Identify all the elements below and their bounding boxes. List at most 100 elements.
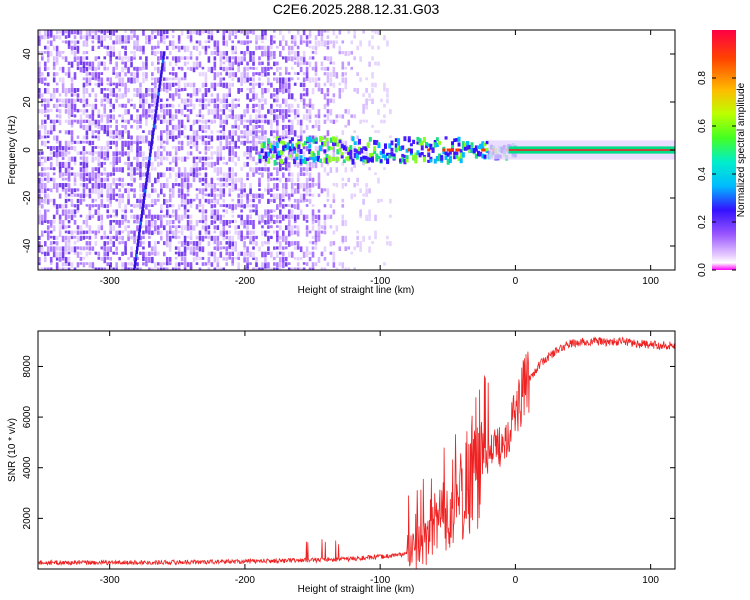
spectrogram-cell bbox=[305, 103, 309, 107]
spectrogram-cell bbox=[142, 135, 145, 142]
spectrogram-cell bbox=[368, 214, 371, 222]
spectrogram-cell bbox=[290, 214, 294, 219]
spectrogram-cell bbox=[38, 51, 41, 55]
spectrogram-cell bbox=[94, 130, 98, 133]
spectrogram-cell bbox=[207, 56, 211, 63]
spectrogram-cell bbox=[67, 214, 71, 219]
spectrogram-cell bbox=[174, 56, 178, 63]
spectrogram-cell bbox=[49, 51, 53, 57]
spectrogram-cell bbox=[264, 45, 267, 52]
spectrogram-streak-cell bbox=[146, 167, 150, 172]
spectrogram-cell bbox=[317, 172, 321, 179]
spectrogram-cell bbox=[308, 35, 312, 39]
spectrogram-cell bbox=[213, 109, 217, 114]
spectrogram-cell bbox=[174, 61, 178, 66]
spectrogram-cell bbox=[276, 45, 279, 49]
spectrogram-cell bbox=[267, 230, 270, 234]
spectrogram-cell bbox=[195, 56, 199, 61]
spectrogram-cell bbox=[216, 267, 220, 270]
spectrogram-cell bbox=[112, 251, 115, 255]
spectrogram-cell bbox=[52, 241, 56, 245]
spectrogram-cell bbox=[183, 262, 187, 268]
spectrogram-cell bbox=[287, 204, 291, 207]
spectrogram-cell bbox=[276, 225, 279, 228]
spectrogram-cell bbox=[246, 40, 249, 45]
spectrogram-cell bbox=[371, 35, 374, 40]
spectrogram-cell bbox=[270, 51, 273, 57]
spectrogram-cell bbox=[46, 246, 50, 253]
spectrogram-carrier-cell bbox=[403, 158, 407, 165]
spectrogram-cell bbox=[97, 61, 101, 68]
spectrogram-cell bbox=[305, 246, 309, 252]
spectrogram-cell bbox=[109, 188, 113, 194]
spectrogram-cell bbox=[49, 267, 53, 270]
spectrogram-streak-cell bbox=[143, 188, 147, 193]
spectrogram-cell bbox=[323, 135, 327, 140]
spectrogram-cell bbox=[97, 109, 101, 114]
spectrogram-cell bbox=[174, 267, 178, 270]
spectrogram-cell bbox=[145, 256, 148, 263]
spectrogram-cell bbox=[124, 109, 127, 115]
spectrogram-cell bbox=[276, 98, 279, 103]
spectrogram-cell bbox=[231, 66, 234, 71]
spectrogram-cell bbox=[136, 35, 139, 41]
spectrogram-cell bbox=[183, 193, 187, 200]
spectrogram-cell bbox=[189, 35, 193, 42]
spectrogram-cell bbox=[61, 40, 65, 43]
spectrogram-cell bbox=[97, 172, 101, 178]
spectrogram-cell bbox=[159, 30, 163, 36]
spectrogram-cell bbox=[133, 241, 136, 244]
spectrogram-cell bbox=[64, 109, 68, 114]
spectrogram-cell bbox=[94, 172, 98, 179]
spectrogram-cell bbox=[139, 161, 142, 169]
spectrogram-carrier-cell bbox=[310, 156, 314, 160]
spectrogram-cell bbox=[127, 230, 130, 237]
spectrogram-cell bbox=[326, 98, 330, 105]
spectrogram-cell bbox=[201, 193, 205, 200]
spectrogram-cell bbox=[109, 214, 113, 218]
spectrogram-cell bbox=[261, 87, 264, 95]
spectrogram-cell bbox=[255, 235, 258, 240]
spectrogram-cell bbox=[207, 156, 211, 160]
spectrogram-cell bbox=[168, 193, 172, 199]
spectrogram-cell bbox=[38, 135, 41, 140]
spectrogram-streak-cell bbox=[142, 199, 145, 204]
spectrogram-cell bbox=[219, 66, 223, 71]
spectrogram-cell bbox=[115, 219, 118, 225]
spectrogram-cell bbox=[159, 235, 163, 241]
spectrogram-cell bbox=[139, 82, 142, 88]
spectrogram-cell bbox=[284, 235, 288, 241]
spectrogram-cell bbox=[88, 209, 92, 216]
spectrogram-cell bbox=[207, 256, 211, 263]
spectrogram-cell bbox=[171, 45, 175, 50]
spectrogram-cell bbox=[85, 156, 89, 163]
spectrogram-cell bbox=[165, 140, 169, 145]
spectrogram-carrier-cell bbox=[280, 149, 284, 155]
spectrogram-cell bbox=[136, 225, 139, 232]
spectrogram-cell bbox=[109, 172, 113, 177]
spectrogram-streak-cell bbox=[139, 221, 142, 226]
spectrogram-cell bbox=[76, 235, 80, 243]
spectrogram-cell bbox=[201, 161, 205, 168]
spectrogram-cell bbox=[281, 119, 285, 123]
spectrogram-carrier-cell bbox=[448, 157, 452, 164]
spectrogram-cell bbox=[302, 267, 306, 270]
spectrogram-carrier-cell bbox=[435, 155, 439, 162]
spectrogram-cell bbox=[198, 230, 202, 236]
spectrogram-carrier-cell bbox=[466, 145, 470, 151]
spectrogram-cell bbox=[332, 241, 336, 246]
spectrogram-cell bbox=[97, 30, 101, 33]
spectrogram-cell bbox=[40, 72, 44, 77]
spectrogram-cell bbox=[341, 77, 345, 83]
spectrogram-cell bbox=[207, 230, 211, 235]
spectrogram-cell bbox=[73, 214, 77, 218]
spectrogram-cell bbox=[79, 161, 83, 166]
spectrogram-cell bbox=[159, 204, 163, 211]
spectrogram-cell bbox=[139, 114, 142, 121]
spectrogram-cell bbox=[157, 198, 160, 202]
spectrogram-carrier-cell bbox=[409, 143, 413, 147]
spectrogram-cell bbox=[162, 241, 166, 246]
spectrogram-cell bbox=[192, 103, 196, 110]
spectrogram-cell bbox=[252, 198, 255, 203]
spectrogram-cell bbox=[124, 209, 127, 214]
